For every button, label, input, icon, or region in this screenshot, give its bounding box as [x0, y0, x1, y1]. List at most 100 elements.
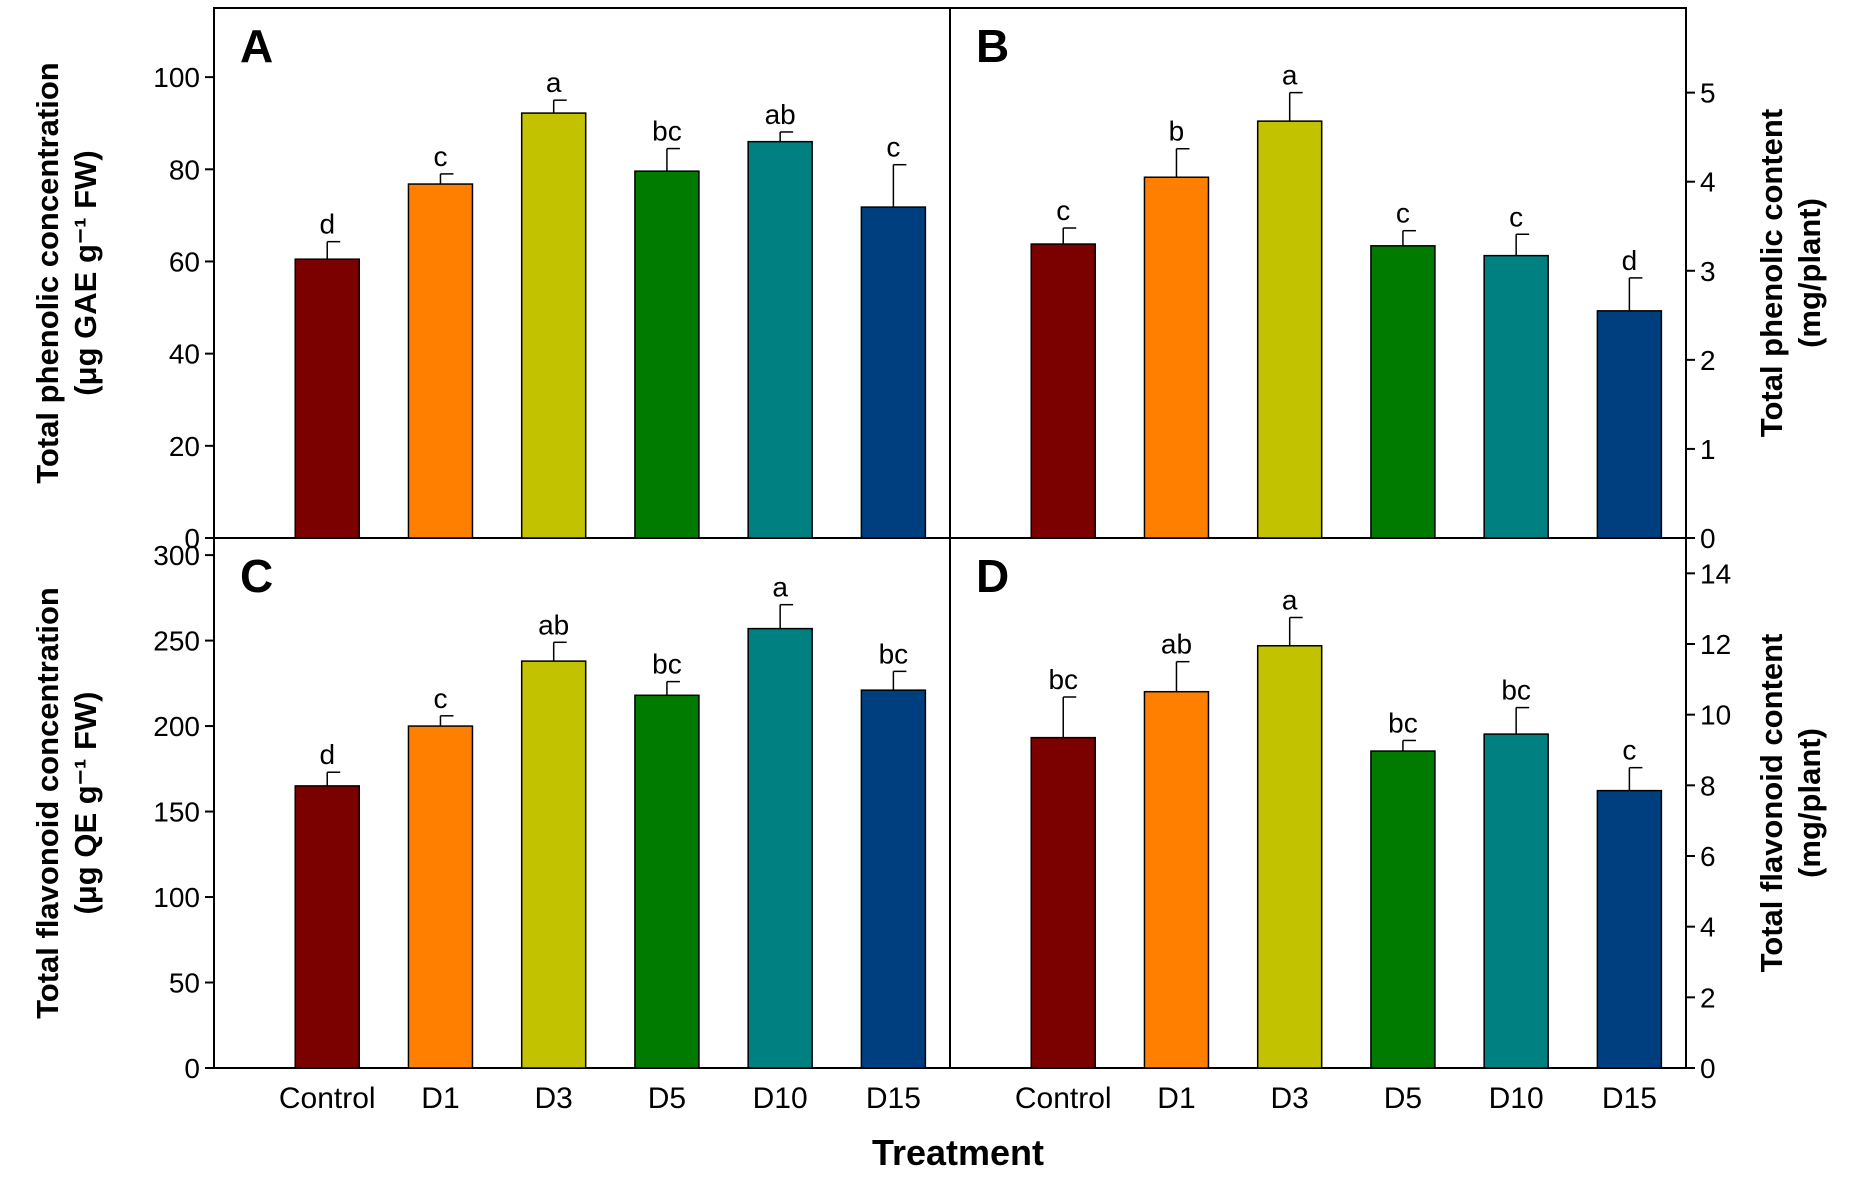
x-tick-label-c-4: D10 — [753, 1082, 808, 1115]
bar-d-5 — [1596, 789, 1663, 1069]
x-tick-label-d-3: D5 — [1384, 1082, 1422, 1115]
significance-label-a-2: a — [546, 67, 562, 98]
x-tick-label-d-5: D15 — [1602, 1082, 1657, 1115]
significance-label-d-3: bc — [1388, 707, 1418, 738]
significance-label-c-3: bc — [652, 649, 682, 680]
y-tick-label-a: 60 — [169, 246, 200, 277]
y-tick-label-b: 3 — [1700, 256, 1716, 287]
bar-d-3 — [1370, 750, 1436, 1069]
panel-letter-b: B — [976, 20, 1009, 72]
bar-d-2 — [1256, 645, 1323, 1069]
y-tick-label-c: 150 — [153, 797, 200, 828]
x-tick-label-d-0: Control — [1015, 1082, 1112, 1115]
bar-c-1 — [407, 725, 474, 1069]
x-tick-label-c-2: D3 — [535, 1082, 573, 1115]
y-axis-title-c: Total flavonoid concentration — [30, 587, 65, 1019]
panel-letter-c: C — [240, 550, 273, 602]
significance-label-b-3: c — [1396, 198, 1410, 229]
y-tick-label-c: 200 — [153, 711, 200, 742]
bar-c-4 — [747, 627, 813, 1069]
y-tick-label-d: 4 — [1700, 912, 1716, 943]
y-axis-units-a: (μg GAE g⁻¹ FW) — [68, 150, 103, 395]
panel-letter-a: A — [240, 20, 273, 72]
y-tick-label-d: 0 — [1700, 1053, 1716, 1084]
y-tick-label-a: 20 — [169, 431, 200, 462]
bar-c-3 — [634, 694, 700, 1069]
y-axis-title-d: Total flavonoid content — [1754, 634, 1789, 973]
x-tick-label-c-5: D15 — [866, 1082, 921, 1115]
y-tick-label-b: 2 — [1700, 345, 1716, 376]
significance-label-d-1: ab — [1161, 629, 1192, 660]
y-tick-label-b: 0 — [1700, 523, 1716, 554]
significance-label-d-4: bc — [1501, 675, 1531, 706]
y-axis-units-c: (μg QE g⁻¹ FW) — [68, 692, 103, 915]
bar-c-2 — [520, 660, 587, 1069]
bar-a-1 — [407, 183, 474, 539]
y-tick-label-c: 250 — [153, 626, 200, 657]
bar-a-5 — [860, 206, 927, 539]
x-axis-title: Treatment — [872, 1132, 1044, 1173]
significance-label-a-5: c — [886, 132, 900, 163]
y-tick-label-c: 300 — [153, 540, 200, 571]
y-tick-label-b: 5 — [1700, 78, 1716, 109]
y-tick-label-a: 40 — [169, 339, 200, 370]
y-axis-units-b: (mg/plant) — [1792, 198, 1827, 348]
bar-d-4 — [1483, 733, 1549, 1069]
significance-label-b-4: c — [1509, 201, 1523, 232]
significance-label-d-2: a — [1282, 585, 1298, 616]
significance-label-c-4: a — [772, 572, 788, 603]
bar-a-0 — [294, 258, 360, 539]
y-tick-label-b: 4 — [1700, 167, 1716, 198]
bar-d-1 — [1143, 690, 1210, 1069]
y-tick-label-b: 1 — [1700, 434, 1716, 465]
significance-label-c-2: ab — [538, 609, 569, 640]
bar-a-4 — [747, 140, 813, 539]
x-tick-label-d-2: D3 — [1271, 1082, 1309, 1115]
significance-label-a-1: c — [433, 141, 447, 172]
bar-b-2 — [1256, 120, 1323, 539]
y-tick-label-a: 80 — [169, 154, 200, 185]
significance-label-c-5: bc — [879, 638, 909, 669]
significance-label-c-0: d — [319, 739, 335, 770]
y-axis-units-d: (mg/plant) — [1792, 728, 1827, 878]
bar-b-3 — [1370, 245, 1436, 539]
y-tick-label-c: 100 — [153, 882, 200, 913]
y-tick-label-d: 2 — [1700, 982, 1716, 1013]
bar-a-3 — [634, 170, 700, 539]
significance-label-c-1: c — [433, 683, 447, 714]
bar-c-5 — [860, 689, 927, 1069]
y-tick-label-d: 8 — [1700, 770, 1716, 801]
y-tick-label-c: 50 — [169, 968, 200, 999]
significance-label-b-5: d — [1622, 245, 1638, 276]
y-tick-label-c: 0 — [184, 1053, 200, 1084]
significance-label-a-3: bc — [652, 116, 682, 147]
significance-label-b-1: b — [1169, 116, 1185, 147]
x-tick-label-c-1: D1 — [421, 1082, 459, 1115]
bar-b-0 — [1030, 243, 1096, 539]
significance-label-b-0: c — [1056, 195, 1070, 226]
bar-b-1 — [1143, 176, 1210, 539]
bar-b-4 — [1483, 254, 1549, 539]
significance-label-a-0: d — [319, 209, 335, 240]
y-tick-label-a: 100 — [153, 62, 200, 93]
y-tick-label-d: 12 — [1700, 629, 1731, 660]
y-tick-label-a: 0 — [184, 523, 200, 554]
significance-label-b-2: a — [1282, 60, 1298, 91]
x-tick-label-c-3: D5 — [648, 1082, 686, 1115]
bar-d-0 — [1030, 736, 1096, 1069]
panel-letter-d: D — [976, 550, 1009, 602]
bar-c-0 — [294, 785, 360, 1069]
y-axis-title-b: Total phenolic content — [1754, 109, 1789, 437]
bar-b-5 — [1596, 310, 1663, 539]
y-axis-title-a: Total phenolic concentration — [30, 62, 65, 483]
significance-label-a-4: ab — [765, 99, 796, 130]
significance-label-d-5: c — [1622, 735, 1636, 766]
x-tick-label-c-0: Control — [279, 1082, 376, 1115]
y-tick-label-d: 10 — [1700, 700, 1731, 731]
significance-label-d-0: bc — [1048, 664, 1078, 695]
y-tick-label-d: 6 — [1700, 841, 1716, 872]
bar-a-2 — [520, 112, 587, 539]
x-tick-label-d-1: D1 — [1157, 1082, 1195, 1115]
